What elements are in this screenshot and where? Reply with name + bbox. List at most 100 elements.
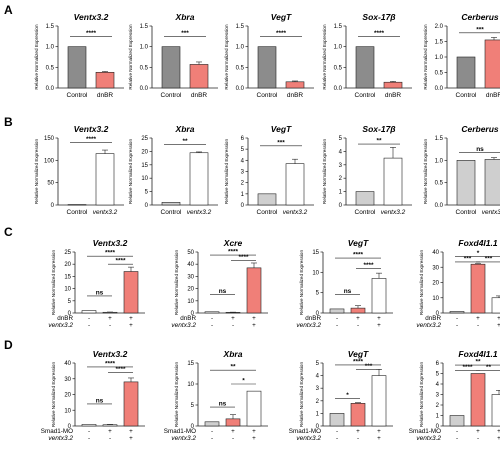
bar xyxy=(371,375,387,427)
condition-mark: - xyxy=(211,435,213,442)
chart-title: Foxd4l1.1 xyxy=(458,238,497,248)
condition-label: dnBR xyxy=(57,315,73,322)
bar xyxy=(371,278,387,314)
condition-mark: + xyxy=(377,428,381,435)
condition-mark: + xyxy=(129,435,133,442)
chart-title: Cerberus xyxy=(461,124,499,134)
chart-title: Ventx3.2 xyxy=(93,238,128,248)
y-tick-label: 0 xyxy=(191,311,195,317)
y-tick-label: 50 xyxy=(187,250,194,256)
bar xyxy=(102,311,118,314)
y-tick-label: 1.5 xyxy=(435,136,444,142)
y-axis-label: Relative Normalized Expression xyxy=(51,250,56,316)
y-tick-label: 1.0 xyxy=(236,45,245,51)
y-tick-label: 0.0 xyxy=(435,203,444,209)
significance-label: **** xyxy=(353,358,364,365)
condition-mark: + xyxy=(108,428,112,435)
y-tick-label: 10 xyxy=(187,299,194,305)
significance-label: ns xyxy=(96,289,104,296)
significance-label: **** xyxy=(115,258,126,265)
y-tick-label: 20 xyxy=(432,281,439,287)
condition-mark: - xyxy=(456,322,458,329)
chart-panels: Ventx3.2 0.0 0.5 1.0 1.5 Relative Normalized … xyxy=(34,12,500,442)
significance-label: **** xyxy=(238,254,249,261)
y-axis-label: Relative Normalized Expression xyxy=(322,139,327,205)
bar xyxy=(81,310,97,314)
bar xyxy=(456,160,476,206)
y-axis-label: Relative Normalized Expression xyxy=(224,139,229,205)
y-tick-label: 1.5 xyxy=(236,24,245,30)
significance-label: *** xyxy=(365,363,373,370)
y-tick-label: 100 xyxy=(44,158,55,164)
bar xyxy=(383,157,403,206)
bar xyxy=(246,390,262,427)
y-axis-label: Relative Normalized Expression xyxy=(419,362,424,428)
y-tick-label: 15 xyxy=(187,361,194,367)
y-tick-label: 0.5 xyxy=(140,65,149,71)
condition-mark: - xyxy=(211,315,213,322)
y-tick-label: 20 xyxy=(141,149,148,155)
y-tick-label: 0 xyxy=(316,424,320,430)
bar xyxy=(285,163,305,206)
significance-label: **** xyxy=(105,360,116,367)
bar xyxy=(456,56,476,89)
y-axis-label: Relative Normalized Expression xyxy=(174,250,179,316)
y-tick-label: 0.0 xyxy=(236,86,245,92)
chart-title: Cerberus xyxy=(461,12,499,22)
condition-mark: + xyxy=(377,322,381,329)
bar xyxy=(95,71,115,89)
y-tick-label: 2 xyxy=(316,399,320,405)
condition-mark: - xyxy=(88,315,90,322)
condition-label: dnBR xyxy=(425,315,441,322)
y-tick-label: 1.0 xyxy=(46,45,55,51)
y-tick-label: 1 xyxy=(241,192,245,198)
chart-title: VegT xyxy=(271,12,292,22)
condition-mark: - xyxy=(211,322,213,329)
condition-label: ventx3.2 xyxy=(296,435,321,442)
chart-panel: Foxd4l1.1 0 1 2 3 4 5 6 Relative Normalized Expr… xyxy=(409,349,500,442)
y-tick-label: 25 xyxy=(64,250,71,256)
condition-label: ventx3.2 xyxy=(48,322,73,329)
chart-panel: Cerberus 0.0 0.5 1.0 1.5 Relative Normalized … xyxy=(423,124,500,216)
chart-title: VegT xyxy=(348,349,369,359)
significance-label: ns xyxy=(476,146,484,153)
significance-label: **** xyxy=(374,30,385,37)
condition-mark: - xyxy=(88,322,90,329)
y-tick-label: 0.0 xyxy=(334,86,343,92)
y-tick-label: 10 xyxy=(141,176,148,182)
bar xyxy=(355,191,375,206)
y-axis-label: Relative Normalized Expression xyxy=(128,24,133,90)
bar xyxy=(355,46,375,89)
y-axis-label: Relative Normalized Expression xyxy=(423,24,428,90)
condition-mark: - xyxy=(232,322,234,329)
condition-label: ventx3.2 xyxy=(416,435,441,442)
significance-label: ** xyxy=(182,138,188,145)
x-tick-label: ventx3.2 xyxy=(93,209,118,216)
condition-mark: + xyxy=(108,315,112,322)
significance-label: ns xyxy=(96,397,104,404)
x-tick-label: dnBR xyxy=(287,92,304,99)
condition-mark: - xyxy=(357,322,359,329)
significance-label: ** xyxy=(475,359,481,366)
y-tick-label: 20 xyxy=(64,393,71,399)
y-tick-label: 20 xyxy=(64,262,71,268)
bar xyxy=(491,394,500,427)
y-tick-label: 1.0 xyxy=(140,45,149,51)
condition-label: Smad1-MO xyxy=(289,428,321,435)
y-tick-label: 0 xyxy=(191,424,195,430)
chart-title: Sox-17β xyxy=(362,12,395,22)
y-tick-label: 10 xyxy=(64,287,71,293)
y-tick-label: 15 xyxy=(64,274,71,280)
chart-panel: Sox-17β 0.0 0.5 1.0 1.5 Relative Normalized E… xyxy=(322,12,412,99)
chart-panel: VegT 0 1 2 3 4 5 Relative Normalized Expression… xyxy=(289,349,393,442)
y-tick-label: 40 xyxy=(64,361,71,367)
condition-mark: - xyxy=(109,435,111,442)
bar xyxy=(350,403,366,427)
bar xyxy=(161,46,181,89)
y-tick-label: 10 xyxy=(187,382,194,388)
bar xyxy=(123,271,139,314)
chart-panel: Xbra 0 5 10 15 Relative Normalized Expression… xyxy=(164,349,268,442)
y-axis-label: Relative Normalized Expression xyxy=(423,139,428,205)
bar xyxy=(257,46,277,89)
bar xyxy=(225,312,241,314)
